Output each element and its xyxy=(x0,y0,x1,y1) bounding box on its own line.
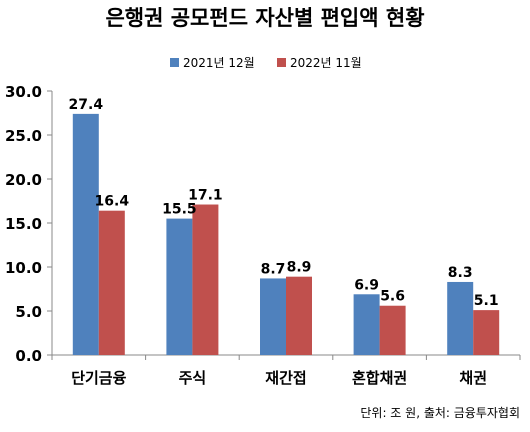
bar-2022 xyxy=(379,305,406,355)
data-labels: 27.4 16.4 15.517.1 8.7 8.9 6.95.6 8.35.1 xyxy=(69,97,499,309)
bar-2022 xyxy=(98,210,125,355)
y-tick-label: 20.0 xyxy=(5,171,42,189)
data-label: 17.1 xyxy=(188,188,223,204)
y-tick-label: 25.0 xyxy=(5,127,42,145)
data-label: 8.7 xyxy=(261,261,286,277)
y-tick-label: 5.0 xyxy=(15,303,42,321)
bar-2021 xyxy=(166,218,193,355)
bar-2021 xyxy=(353,294,380,355)
data-label: 8.9 xyxy=(287,260,312,276)
bar-2021 xyxy=(72,113,99,355)
data-label: 5.6 xyxy=(380,289,405,305)
data-label: 6.9 xyxy=(354,277,379,293)
category-label: 주식 xyxy=(179,369,207,387)
data-label: 5.1 xyxy=(474,293,499,309)
category-label: 단기금융 xyxy=(71,369,126,387)
y-tick-label: 10.0 xyxy=(5,259,42,277)
bar-2022 xyxy=(473,310,500,355)
bar-2022 xyxy=(192,204,219,355)
legend-label-2022: 2022년 11월 xyxy=(290,56,362,70)
bar-2021 xyxy=(447,281,474,355)
bar-2021 xyxy=(260,278,286,355)
data-label: 8.3 xyxy=(448,265,473,281)
data-label: 16.4 xyxy=(95,194,130,210)
y-tick-label: 15.0 xyxy=(5,215,42,233)
y-axis: 0.0 5.0 10.0 15.0 20.0 25.0 30.0 xyxy=(5,83,53,365)
data-label: 15.5 xyxy=(162,202,197,218)
legend-swatch-2021 xyxy=(170,58,179,67)
bar-2022 xyxy=(286,276,312,355)
source-note: 단위: 조 원, 출처: 금융투자협회 xyxy=(360,406,520,420)
data-label: 27.4 xyxy=(69,97,104,113)
y-tick-label: 30.0 xyxy=(5,83,42,101)
chart-title: 은행권 공모펀드 자산별 편입액 현황 xyxy=(105,6,424,30)
y-tick-label: 0.0 xyxy=(15,347,42,365)
category-label: 채권 xyxy=(459,369,487,387)
category-label: 혼합채권 xyxy=(352,369,407,387)
x-axis: 단기금융 주식 재간접 혼합채권 채권 xyxy=(51,354,521,387)
legend-swatch-2022 xyxy=(277,58,286,67)
category-label: 재간접 xyxy=(265,369,306,387)
legend-label-2021: 2021년 12월 xyxy=(183,56,255,70)
legend: 2021년 12월 2022년 11월 xyxy=(170,56,362,70)
bars xyxy=(72,113,500,355)
